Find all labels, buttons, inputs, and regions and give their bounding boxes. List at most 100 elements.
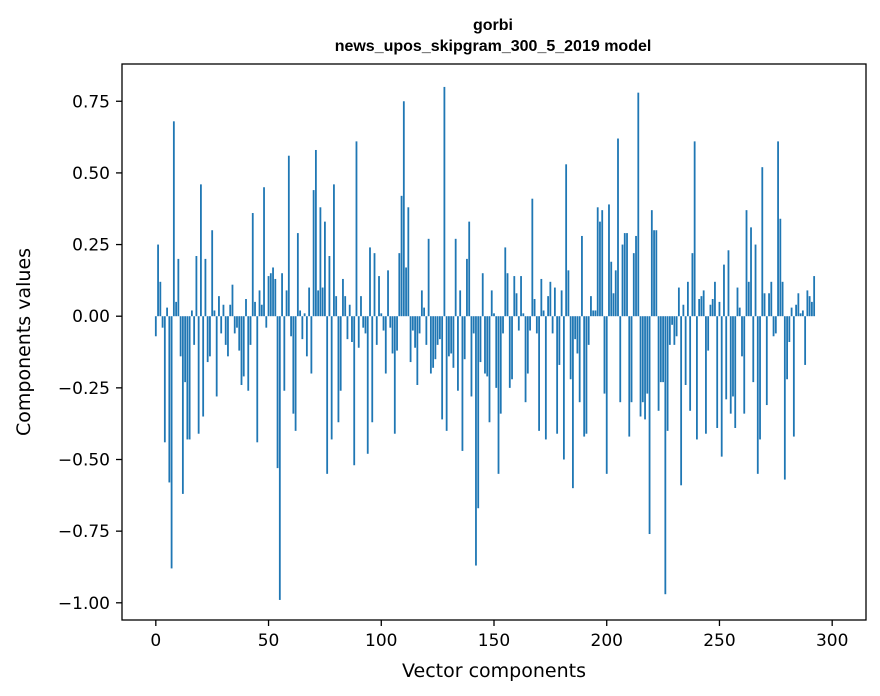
bar-component-102	[384, 316, 387, 374]
bar-component-123	[432, 316, 435, 368]
bar-component-72	[317, 290, 320, 317]
bar-component-40	[245, 299, 247, 317]
bar-component-75	[324, 221, 326, 317]
bar-component-18	[195, 256, 198, 317]
bar-component-79	[333, 184, 335, 317]
bar-component-41	[247, 316, 250, 391]
bar-component-261	[743, 316, 746, 414]
bar-component-9	[175, 301, 178, 317]
bar-component-258	[736, 287, 739, 317]
bar-component-220	[650, 210, 653, 317]
bar-component-16	[190, 310, 193, 317]
bar-component-38	[240, 316, 243, 385]
bar-component-242	[700, 296, 703, 317]
bar-component-49	[265, 316, 268, 328]
bar-component-114	[411, 316, 414, 331]
bar-component-62	[294, 316, 297, 431]
bar-component-144	[479, 316, 482, 363]
bar-component-218	[646, 316, 649, 394]
bar-component-113	[409, 316, 412, 363]
bar-component-281	[788, 316, 791, 342]
bar-component-181	[562, 316, 565, 460]
x-axis-label: Vector components	[402, 660, 586, 682]
bar-component-212	[632, 253, 635, 317]
y-tick-label: 0.25	[72, 236, 110, 256]
bar-component-73	[319, 207, 322, 317]
bar-component-276	[777, 141, 779, 317]
bar-component-279	[783, 316, 786, 480]
bar-component-246	[709, 304, 712, 317]
bar-component-292	[813, 276, 816, 317]
bar-component-137	[463, 316, 466, 360]
bar-component-190	[583, 316, 586, 437]
bar-component-254	[727, 250, 730, 317]
bar-component-142	[475, 316, 477, 566]
bar-component-239	[693, 141, 696, 317]
bar-component-170	[538, 316, 540, 431]
bar-component-256	[732, 316, 734, 397]
bar-component-259	[738, 307, 741, 317]
bar-component-286	[799, 313, 802, 317]
bar-component-107	[396, 316, 398, 351]
bar-component-105	[391, 316, 394, 354]
bar-component-20	[200, 184, 202, 317]
bar-component-262	[745, 210, 748, 317]
bar-component-22	[204, 258, 207, 317]
bar-component-162	[520, 276, 522, 317]
bar-component-157	[508, 316, 511, 388]
bar-component-238	[691, 253, 694, 317]
bar-component-51	[269, 273, 272, 317]
bar-component-10	[177, 258, 180, 317]
bar-component-2	[159, 281, 162, 317]
bar-component-171	[540, 278, 543, 317]
bar-component-147	[486, 316, 489, 377]
bar-component-206	[619, 316, 622, 403]
bar-component-140	[470, 316, 473, 397]
bar-component-118	[420, 290, 423, 317]
bar-component-177	[553, 287, 556, 317]
bar-component-136	[461, 316, 464, 451]
bar-component-109	[400, 195, 403, 317]
bar-component-214	[637, 92, 640, 317]
bar-component-178	[556, 316, 559, 434]
bar-component-52	[272, 267, 274, 317]
bar-component-192	[587, 316, 590, 345]
bar-component-65	[301, 316, 304, 340]
bar-component-134	[457, 316, 459, 391]
y-tick-label: −0.75	[58, 522, 110, 542]
bar-component-98	[375, 316, 378, 345]
bar-component-27	[215, 316, 218, 397]
bar-component-56	[281, 273, 283, 317]
bar-component-215	[639, 316, 642, 417]
bar-component-95	[369, 247, 371, 317]
bar-component-143	[477, 316, 480, 509]
bar-component-257	[734, 316, 737, 428]
bar-component-148	[488, 316, 491, 423]
bar-component-46	[258, 290, 261, 317]
bar-component-179	[558, 316, 561, 365]
bar-component-15	[188, 316, 191, 440]
bar-component-60	[290, 316, 292, 337]
bar-component-252	[723, 264, 725, 317]
bar-component-267	[756, 316, 759, 474]
bar-component-77	[328, 256, 331, 317]
bar-component-268	[759, 316, 761, 440]
bar-component-87	[351, 316, 353, 342]
chart-title: gorbi	[473, 17, 513, 34]
bar-component-93	[364, 316, 367, 334]
bar-component-203	[612, 293, 615, 317]
bar-component-83	[342, 278, 344, 317]
bar-component-275	[774, 316, 777, 334]
bar-component-244	[705, 316, 707, 434]
bar-component-221	[653, 230, 655, 317]
bar-component-149	[490, 290, 493, 317]
bar-component-237	[689, 316, 692, 411]
bar-component-265	[752, 316, 755, 383]
bar-component-169	[535, 316, 538, 334]
x-tick-label: 150	[478, 631, 510, 651]
bar-component-82	[339, 316, 342, 391]
bar-component-63	[296, 233, 299, 317]
bar-component-6	[168, 316, 171, 483]
